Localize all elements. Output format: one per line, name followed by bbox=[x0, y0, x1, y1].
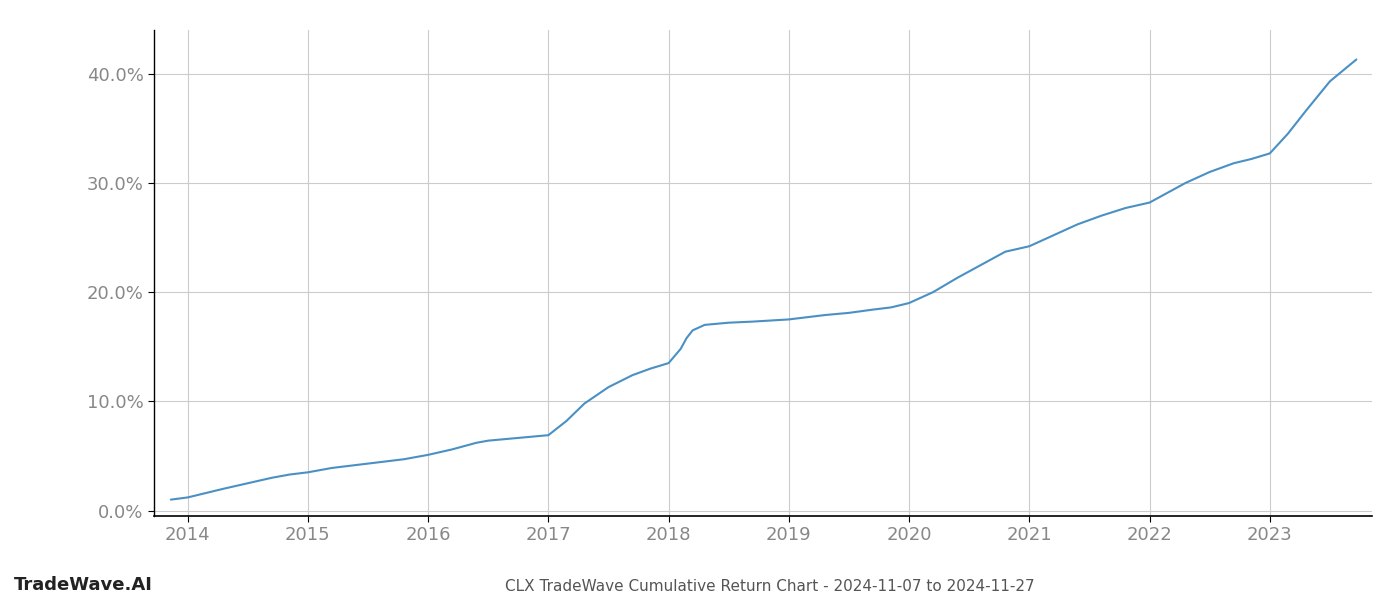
Text: CLX TradeWave Cumulative Return Chart - 2024-11-07 to 2024-11-27: CLX TradeWave Cumulative Return Chart - … bbox=[505, 579, 1035, 594]
Text: TradeWave.AI: TradeWave.AI bbox=[14, 576, 153, 594]
